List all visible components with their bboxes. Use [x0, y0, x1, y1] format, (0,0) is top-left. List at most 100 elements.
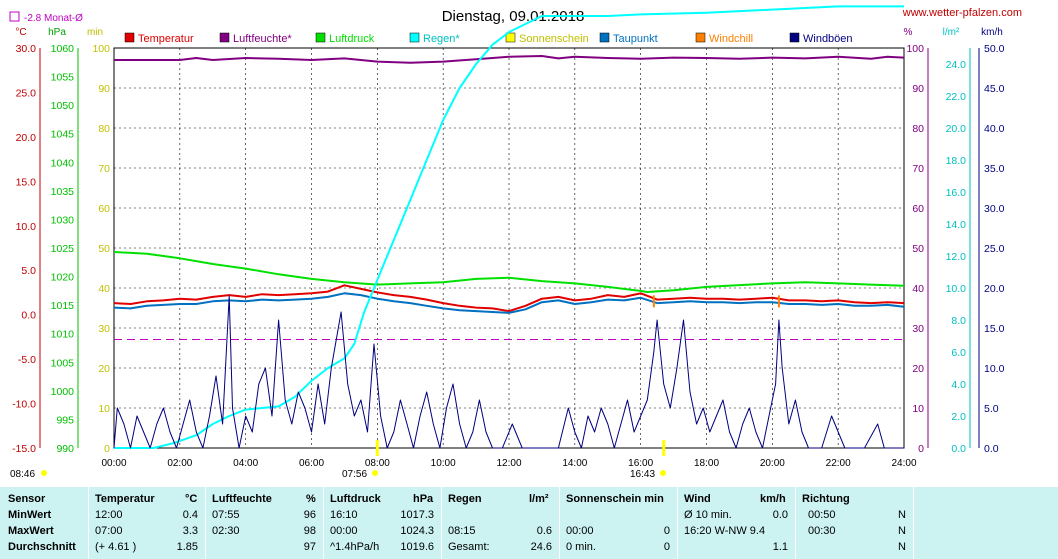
stat-temp: 1.85 — [176, 541, 198, 553]
statistics-table: Sensor Temperatur °C Luftfeuchte % Luftd… — [0, 487, 1058, 559]
header-wind: Wind — [684, 493, 711, 505]
stat-hum-time: 07:55 — [212, 509, 240, 521]
rain-tick-label: 20.0 — [946, 123, 967, 135]
stat-sun-time: 0 min. — [566, 541, 596, 553]
temp-tick-label: 5.0 — [21, 265, 36, 277]
legend-swatch — [219, 32, 230, 43]
x-tick-label: 10:00 — [431, 458, 456, 469]
pressure-tick-label: 1035 — [51, 186, 75, 198]
rain-tick-label: 6.0 — [951, 347, 966, 359]
header-pressure: Luftdruck — [330, 493, 381, 505]
stat-rain-time: Gesamt: — [448, 541, 490, 553]
pressure-tick-label: 1055 — [51, 72, 75, 84]
humidity-tick-label: 60 — [912, 203, 924, 215]
stat-temp-time: 07:00 — [95, 525, 123, 537]
plot-area — [113, 5, 905, 456]
temp-unit-label: °C — [15, 27, 26, 38]
humidity-tick-label: 70 — [912, 163, 924, 175]
temp-tick-label: 15.0 — [16, 176, 37, 188]
stat-dir: N — [898, 541, 906, 553]
stat-rain: 24.6 — [530, 541, 552, 553]
humidity-unit-label: % — [904, 27, 913, 38]
pressure-unit-label: hPa — [48, 27, 66, 38]
series-temp — [113, 284, 905, 313]
legend-swatch — [599, 32, 610, 43]
legend-swatch — [505, 32, 516, 43]
legend-swatch — [409, 32, 420, 43]
humidity-tick-label: 20 — [912, 363, 924, 375]
stat-press: 1017.3 — [400, 509, 434, 521]
stat-dir-time: 00:30 — [808, 525, 836, 537]
sun-tick-label: 100 — [92, 43, 110, 55]
header-sensor: Sensor — [8, 493, 46, 505]
header-rain: Regen — [448, 493, 482, 505]
x-tick-label: 06:00 — [299, 458, 324, 469]
rain-tick-label: 22.0 — [946, 91, 967, 103]
humidity-tick-label: 10 — [912, 403, 924, 415]
wind-unit-label: km/h — [981, 27, 1003, 38]
humidity-tick-label: 50 — [912, 243, 924, 255]
pressure-tick-label: 1040 — [51, 157, 75, 169]
legend-swatch — [124, 32, 135, 43]
x-tick-label: 12:00 — [496, 458, 521, 469]
stat-hum-time: 02:30 — [212, 525, 240, 537]
rain-tick-label: 18.0 — [946, 155, 967, 167]
stat-press: 1019.6 — [400, 541, 434, 553]
stat-label: MinWert — [8, 509, 52, 521]
stat-rain-time: 08:15 — [448, 525, 476, 537]
temp-tick-label: 10.0 — [16, 221, 37, 233]
humidity-tick-label: 30 — [912, 323, 924, 335]
sunrise-icon — [41, 470, 47, 476]
sun-tick-label: 20 — [98, 363, 110, 375]
temp-tick-label: 20.0 — [16, 132, 37, 144]
legend-swatch — [789, 32, 800, 43]
pressure-tick-label: 995 — [56, 414, 74, 426]
header-temp-unit: °C — [185, 493, 198, 505]
x-tick-label: 24:00 — [891, 458, 916, 469]
humidity-tick-label: 80 — [912, 123, 924, 135]
humidity-tick-label: 100 — [906, 43, 924, 55]
pressure-tick-label: 1010 — [51, 329, 75, 341]
legend-label: Temperatur — [138, 33, 194, 45]
wind-tick-label: 0.0 — [984, 443, 999, 455]
x-tick-label: 16:00 — [628, 458, 653, 469]
sun-tick-label: 50 — [98, 243, 110, 255]
header-wind-unit: km/h — [760, 493, 786, 505]
pressure-tick-label: 1060 — [51, 43, 75, 55]
wind-tick-label: 30.0 — [984, 203, 1005, 215]
legend-label: Luftfeuchte* — [233, 33, 292, 45]
stat-hum: 97 — [303, 541, 316, 553]
wind-tick-label: 50.0 — [984, 43, 1005, 55]
stat-press-time: 00:00 — [330, 525, 358, 537]
header-humidity: Luftfeuchte — [212, 493, 272, 505]
x-tick-label: 18:00 — [694, 458, 719, 469]
wind-tick-label: 20.0 — [984, 283, 1005, 295]
legend-label: Windchill — [709, 33, 753, 45]
rain-tick-label: 2.0 — [951, 411, 966, 423]
temp-tick-label: -10.0 — [12, 399, 36, 411]
chart-title: Dienstag, 09.01.2018 — [442, 8, 585, 25]
stat-press-time: ^1.4hPa/h — [330, 541, 380, 553]
series-pressure — [113, 251, 905, 293]
noon-time: 07:56 — [342, 469, 367, 480]
website-link[interactable]: www.wetter-pfalzen.com — [902, 7, 1022, 19]
legend-label: Windböen — [803, 33, 853, 45]
monthly-avg-legend-box — [9, 11, 20, 22]
header-direction: Richtung — [802, 493, 850, 505]
x-tick-label: 14:00 — [562, 458, 587, 469]
pressure-tick-label: 990 — [56, 443, 74, 455]
stat-wind-time: Ø 10 min. — [684, 509, 732, 521]
legend: Temperatur Luftfeuchte* Luftdruck Regen* Son… — [124, 32, 853, 45]
rain-tick-label: 4.0 — [951, 379, 966, 391]
temp-tick-label: -5.0 — [18, 354, 36, 366]
legend-label: Sonnenschein — [519, 33, 589, 45]
stat-press-time: 16:10 — [330, 509, 358, 521]
stat-wind-time: 16:20 W-NW 9.4 — [684, 525, 766, 537]
stat-dir-time: 00:50 — [808, 509, 836, 521]
stat-dir: N — [898, 525, 906, 537]
wind-tick-label: 25.0 — [984, 243, 1005, 255]
stat-hum: 98 — [303, 525, 316, 537]
rain-tick-label: 0.0 — [951, 443, 966, 455]
rain-unit-label: l/m² — [943, 27, 960, 38]
pressure-tick-label: 1030 — [51, 214, 75, 226]
